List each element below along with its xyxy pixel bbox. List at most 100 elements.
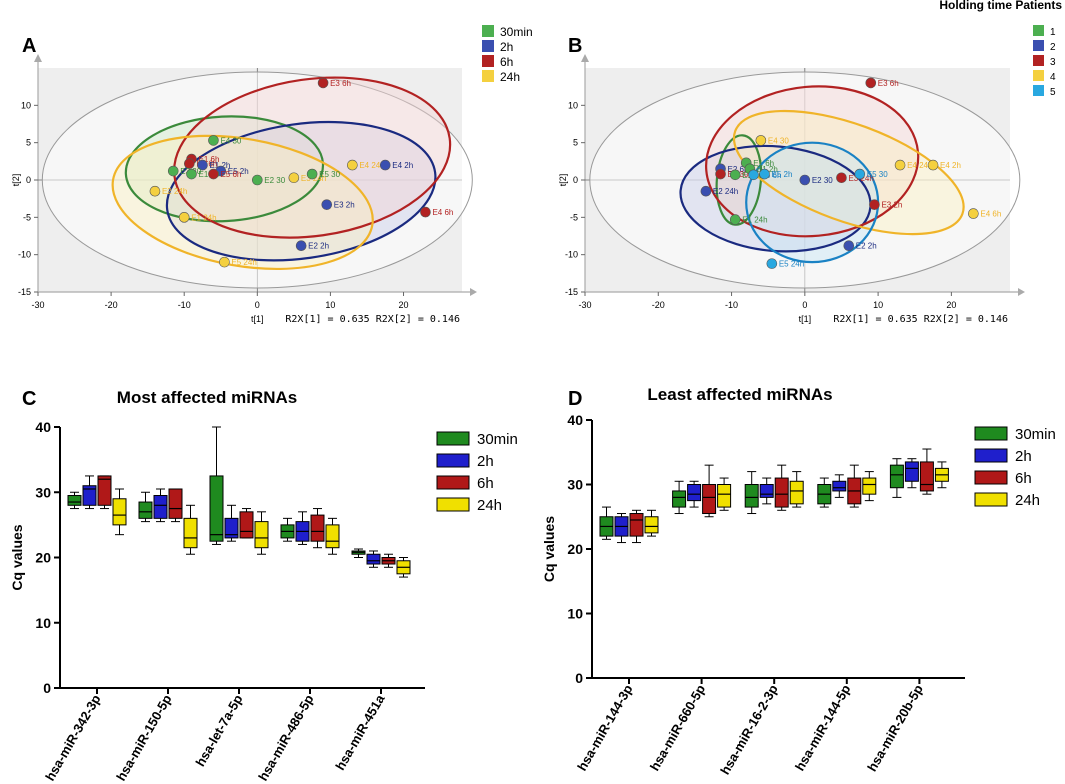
y-tick-label: -15 <box>18 287 31 297</box>
point-label: E5 30 <box>867 170 888 179</box>
data-point <box>729 214 741 225</box>
x-tick-label: -30 <box>578 300 591 310</box>
x-tick-label: -10 <box>725 300 738 310</box>
point-label: E5 24h <box>779 260 804 269</box>
legend-swatch-6h <box>974 470 1008 485</box>
r2x-footnote: R2X[1] = 0.635 R2X[2] = 0.146 <box>285 314 460 325</box>
point-label: E4 24h <box>359 161 384 170</box>
y-tick-label: 30 <box>567 477 583 493</box>
r2x-footnote: R2X[1] = 0.635 R2X[2] = 0.146 <box>833 314 1008 325</box>
title-most-affected: Most affected miRNAs <box>117 388 297 407</box>
box-30min <box>209 475 224 542</box>
category-label: hsa-miR-451a <box>332 691 388 772</box>
y-tick-label: 40 <box>567 412 583 428</box>
legend-swatch-30min <box>436 431 470 446</box>
box-6h <box>702 484 717 515</box>
x-tick-label: 0 <box>255 300 260 310</box>
legend-title-b: Patients <box>1015 0 1062 12</box>
point-label: E2 30 <box>264 176 285 185</box>
point-label: E1 24h <box>742 216 767 225</box>
point-label: E4 6h <box>980 210 1001 219</box>
category-label: hsa-miR-342-3p <box>42 692 103 783</box>
point-label: E3 2h <box>881 201 902 210</box>
legend-label-2h: 2h <box>500 40 513 54</box>
box-6h <box>310 514 325 542</box>
point-label: E1 6h <box>199 155 220 164</box>
group-ellipse-fill-2h <box>166 122 436 261</box>
point-label: E4 30 <box>220 136 241 145</box>
data-point <box>894 159 906 171</box>
legend-label-2h: 2h <box>1015 448 1032 465</box>
data-point <box>869 199 880 210</box>
data-point <box>715 168 726 180</box>
legend-swatch-4 <box>1033 70 1044 81</box>
data-point <box>197 159 208 171</box>
x-tick-label: 0 <box>802 300 807 310</box>
group-ellipse-4 <box>732 109 965 236</box>
data-point <box>321 199 333 210</box>
data-point <box>379 159 391 171</box>
y-tick-label: 10 <box>567 606 583 622</box>
point-label: E4 2h <box>392 161 413 170</box>
legend-label-6h: 6h <box>1015 470 1032 487</box>
y-axis-arrow <box>34 54 42 62</box>
legend-label-24h: 24h <box>500 70 520 84</box>
data-point <box>186 168 197 180</box>
box-24h <box>717 484 732 508</box>
box-2h <box>832 480 847 492</box>
y-tick-label: -5 <box>23 212 31 222</box>
box-2h <box>153 495 168 519</box>
data-point <box>759 168 770 180</box>
legend-title-a: Holding time <box>939 0 1012 12</box>
point-label: E4 6h <box>432 208 453 217</box>
data-point <box>219 256 230 268</box>
box-24h <box>644 516 659 534</box>
point-label: E3 2h <box>334 201 355 210</box>
box-24h <box>789 480 804 505</box>
y-axis-label: t[2] <box>558 174 568 187</box>
point-label: E3 6h <box>330 79 351 88</box>
point-label: E3 6h <box>878 79 899 88</box>
data-point <box>288 172 300 184</box>
point-label: E5 2h <box>228 167 249 176</box>
data-point <box>748 169 759 181</box>
box-30min <box>138 501 153 519</box>
y-tick-label: 10 <box>35 615 51 631</box>
group-ellipse-fill-3 <box>706 86 919 237</box>
legend-swatch-1 <box>1033 25 1044 36</box>
box-6h <box>774 477 789 508</box>
y-tick-label: 0 <box>575 670 583 686</box>
y-tick-label: 0 <box>43 680 51 696</box>
group-ellipse-fill-2 <box>680 145 871 252</box>
box-24h <box>325 524 340 549</box>
category-label: hsa-miR-486-5p <box>255 692 316 783</box>
legend-swatch-2h <box>974 448 1008 463</box>
point-label: E1 24h <box>191 213 216 222</box>
data-point <box>317 77 329 89</box>
pca-plot-holding-time: -30 -20 -10 0 10 20 -15 -10 -5 0 5 10 t[1] t[2] R2X[1]… <box>11 54 477 325</box>
x-tick-label: -20 <box>105 300 118 310</box>
box-30min <box>889 464 904 489</box>
box-24h <box>183 517 198 549</box>
data-point <box>700 185 712 197</box>
box-2h <box>366 553 381 565</box>
point-label: E4 2h <box>940 161 961 170</box>
group-ellipse-fill-1 <box>716 135 762 225</box>
y-tick-label: -15 <box>565 287 578 297</box>
legend-label-30min: 30min <box>477 431 518 448</box>
box-6h <box>97 475 112 506</box>
point-label: E1 2h <box>757 165 778 174</box>
y-tick-label: 10 <box>21 100 31 110</box>
panel-label-a: A <box>22 35 36 57</box>
group-ellipse-fill-4 <box>733 110 964 235</box>
box-2h <box>687 484 702 502</box>
legend-swatch-24h <box>974 492 1008 507</box>
box-6h <box>919 461 934 492</box>
data-point <box>865 77 877 89</box>
data-point <box>167 165 179 177</box>
legend-swatch-30min <box>974 426 1008 441</box>
category-label: hsa-miR-150-5p <box>113 692 174 783</box>
legend-swatch-24h <box>482 70 494 82</box>
